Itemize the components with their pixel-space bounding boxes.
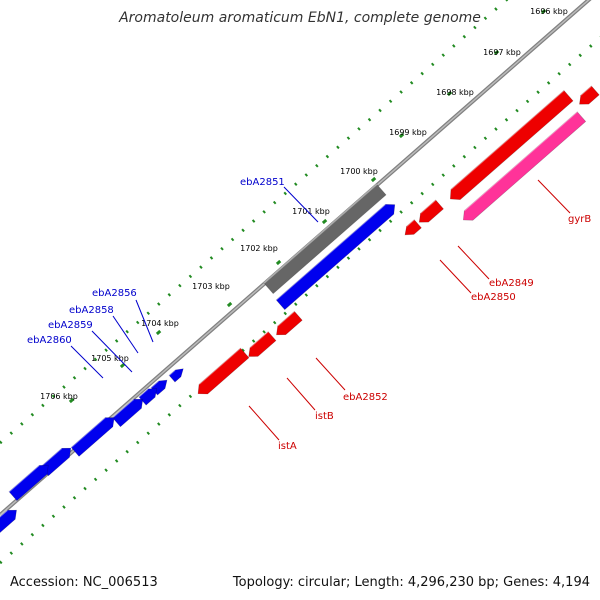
gene-istA-shine [198,347,241,385]
gene-ebA2852 [276,310,303,336]
kbp-tick-mark [68,397,75,404]
kbp-label: 1698 kbp [436,88,474,97]
gene-label-ebA2858: ebA2858 [69,305,114,316]
kbp-tick-mark [321,218,328,225]
gene-ebA2849-shine [420,199,437,214]
kbp-label: 1700 kbp [340,167,378,176]
gene-connector-ebA2851 [283,186,319,223]
gene-connector-ebA2860 [70,345,104,379]
gene-gyrB-outer [449,89,574,200]
gene-forward-c-shine [8,464,40,493]
gene-connector-istB [286,377,316,411]
gene-highlight-ebA2851 [263,183,387,295]
gene-ebA2851-shine [275,203,386,301]
gene-forward-a-shine [70,417,106,448]
gene-reverse-top-shine [580,85,592,96]
kbp-tick-mark [226,301,233,308]
kbp-label: 1704 kbp [141,319,179,328]
kbp-tick-mark [540,8,547,15]
gene-forward-b-shine [40,447,63,468]
kbp-label: 1706 kbp [40,392,78,401]
gene-label-ebA2849: ebA2849 [489,278,534,289]
gene-ebA2849 [418,199,444,223]
gene-highlight-ebA2851-shine [263,183,378,284]
gene-istB-shine [249,331,269,348]
gene-ebA2850-shine [406,219,415,227]
gene-label-gyrB: gyrB [568,214,591,225]
gene-connector-ebA2850 [439,259,472,294]
gene-reverse-top [579,85,600,105]
gene-connector-ebA2858 [112,315,139,354]
gene-gyrB-outer-shine [450,89,565,190]
kbp-label: 1699 kbp [389,128,427,137]
gene-gyrB [462,111,587,221]
gene-connector-ebA2859 [91,330,133,373]
gene-connector-gyrB [537,179,571,214]
gene-ebA2860 [112,398,144,428]
kbp-label: 1703 kbp [192,282,230,291]
gene-connector-ebA2856 [135,299,154,343]
genome-summary: Topology: circular; Length: 4,296,230 bp… [232,575,590,590]
gene-label-ebA2852: ebA2852 [343,392,388,403]
kbp-tick-mark [370,176,377,183]
gene-istA [197,347,250,395]
gene-istB [248,331,277,357]
gene-ebA2851 [275,204,396,311]
gene-ebA2860-shine [112,398,135,419]
gene-connector-ebA2849 [457,245,490,280]
tick-ring-outer [0,0,509,445]
gene-label-ebA2856: ebA2856 [92,288,137,299]
kbp-tick-mark [446,90,453,97]
gene-label-istB: istB [315,411,334,422]
kbp-tick-mark [398,132,405,139]
gene-ebA2852-shine [277,310,295,327]
genome-title: Aromatoleum aromaticum EbN1, complete ge… [119,10,481,26]
gene-ebA2858-shine [150,380,159,389]
gene-ebA2859 [138,388,158,406]
kbp-label: 1702 kbp [240,244,278,253]
gene-forward-c [8,464,49,502]
gene-forward-b [40,447,72,477]
gene-gyrB-shine [463,111,578,212]
gene-forward-d [0,509,17,533]
gene-label-istA: istA [278,441,297,452]
gene-label-ebA2851: ebA2851 [240,177,285,188]
kbp-label: 1697 kbp [483,48,521,57]
gene-ebA2859-shine [138,388,149,398]
gene-label-ebA2860: ebA2860 [27,335,72,346]
gene-connector-istA [248,405,280,441]
gene-label-ebA2859: ebA2859 [48,320,93,331]
gene-connector-ebA2852 [315,357,346,391]
kbp-label: 1705 kbp [91,354,129,363]
gene-ebA2850 [404,219,422,236]
gene-ebA2856 [168,368,184,383]
gene-ebA2856-shine [168,369,176,376]
kbp-tick-mark [493,49,500,56]
gene-forward-d-shine [0,509,8,518]
kbp-label: 1701 kbp [292,207,330,216]
kbp-tick-mark [119,362,126,369]
kbp-tick-mark [275,259,282,266]
gene-forward-a [70,417,115,457]
accession-label: Accession: NC_006513 [10,575,158,590]
kbp-label: 1696 kbp [530,7,568,16]
gene-label-ebA2850: ebA2850 [471,292,516,303]
tick-ring-inner [0,36,600,565]
kbp-tick-mark [155,329,162,336]
